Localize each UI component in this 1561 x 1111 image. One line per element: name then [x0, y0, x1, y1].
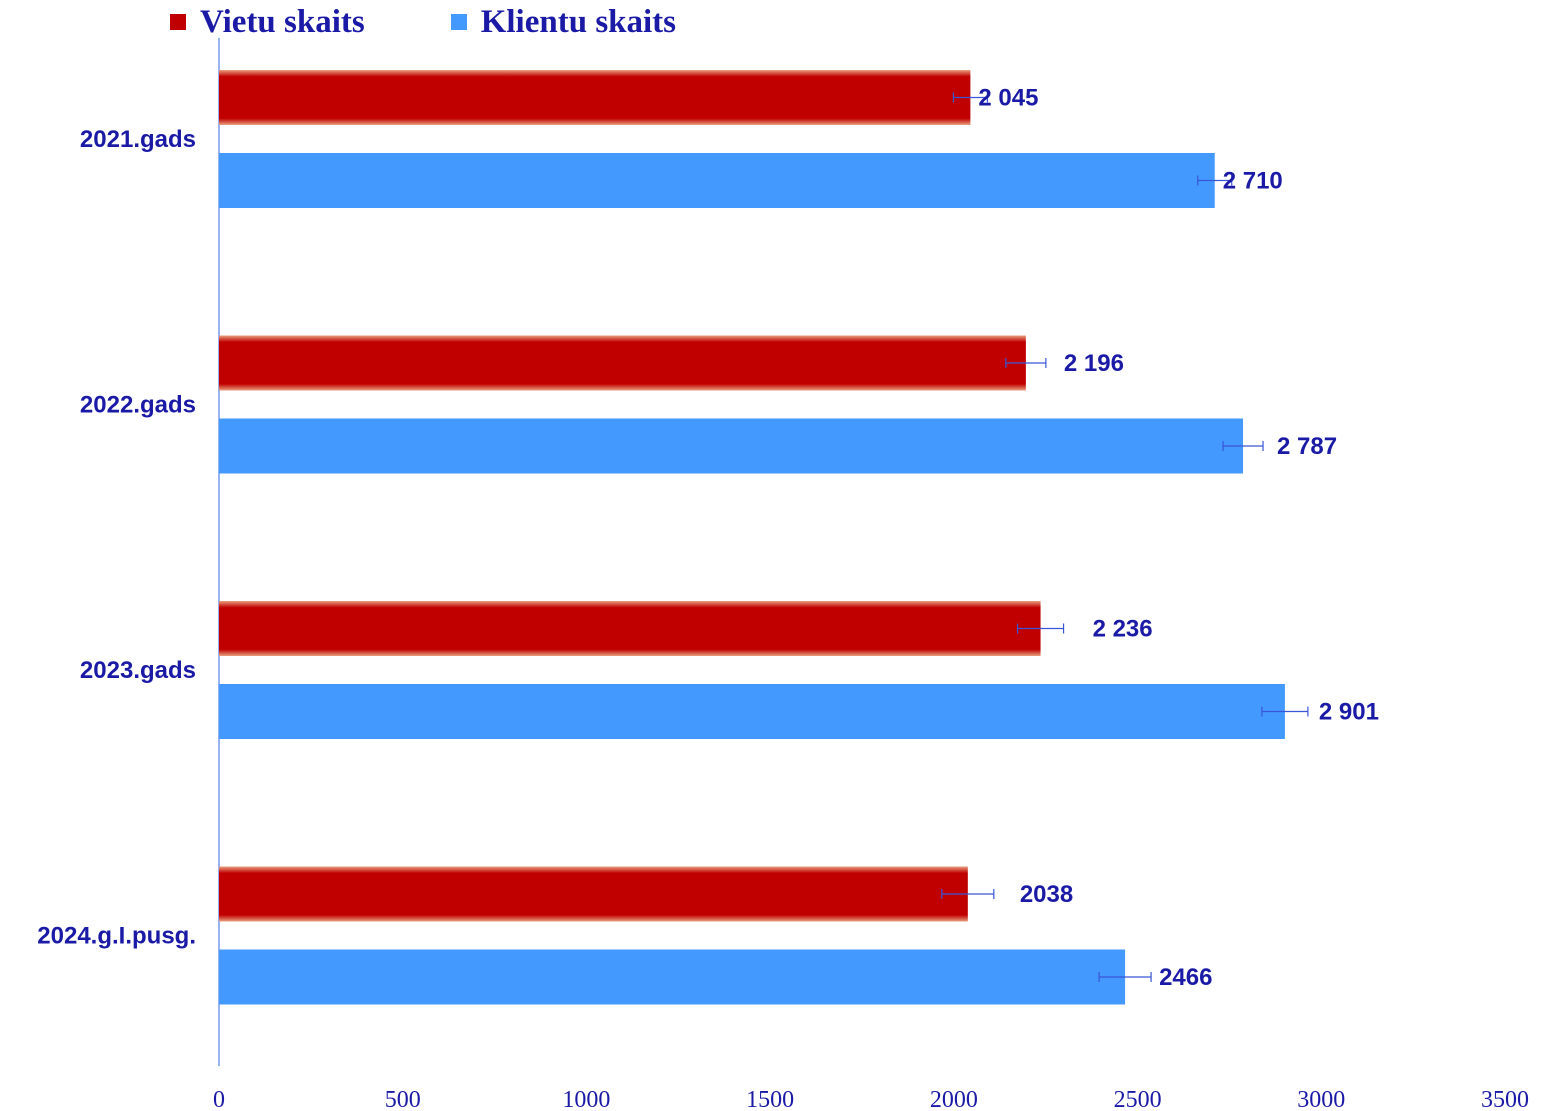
- x-tick-label: 1500: [746, 1087, 794, 1111]
- data-label: 2 045: [978, 85, 1038, 112]
- data-label: 2466: [1159, 964, 1212, 991]
- x-tick-label: 3500: [1481, 1087, 1529, 1111]
- bar-klientu: [219, 949, 1126, 1005]
- bar-vietu: [219, 335, 1026, 391]
- category-label: 2024.g.I.pusg.: [37, 923, 196, 950]
- data-label: 2 236: [1093, 616, 1153, 643]
- bar-klientu: [219, 418, 1244, 474]
- data-label: 2038: [1020, 881, 1073, 908]
- x-tick-label: 2500: [1114, 1087, 1162, 1111]
- data-label: 2 196: [1064, 350, 1124, 377]
- category-label: 2021.gads: [80, 126, 196, 153]
- legend-label-vietu: Vietu skaits: [200, 3, 365, 40]
- x-tick-label: 2000: [930, 1087, 978, 1111]
- legend-label-klientu: Klientu skaits: [480, 3, 677, 40]
- x-tick-label: 0: [213, 1087, 225, 1111]
- x-tick-label: 3000: [1297, 1087, 1345, 1111]
- data-label: 2 710: [1223, 168, 1283, 195]
- legend-item-vietu: Vietu skaits: [170, 4, 365, 41]
- x-tick-label: 1000: [562, 1087, 610, 1111]
- legend-item-klientu: Klientu skaits: [450, 3, 677, 41]
- legend-swatch-vietu: [170, 14, 186, 30]
- bar-vietu: [219, 866, 968, 922]
- legend-swatch-klientu: [450, 14, 467, 30]
- bar-vietu: [219, 601, 1041, 656]
- category-label: 2022.gads: [80, 392, 196, 419]
- x-tick-label: 500: [385, 1087, 421, 1111]
- bar-klientu: [219, 684, 1285, 739]
- data-label: 2 901: [1319, 699, 1379, 726]
- legend: Vietu skaits Klientu skaits: [170, 2, 762, 42]
- bar-klientu: [219, 153, 1215, 208]
- bar-vietu: [219, 70, 971, 125]
- data-label: 2 787: [1277, 433, 1337, 460]
- category-label: 2023.gads: [80, 657, 196, 684]
